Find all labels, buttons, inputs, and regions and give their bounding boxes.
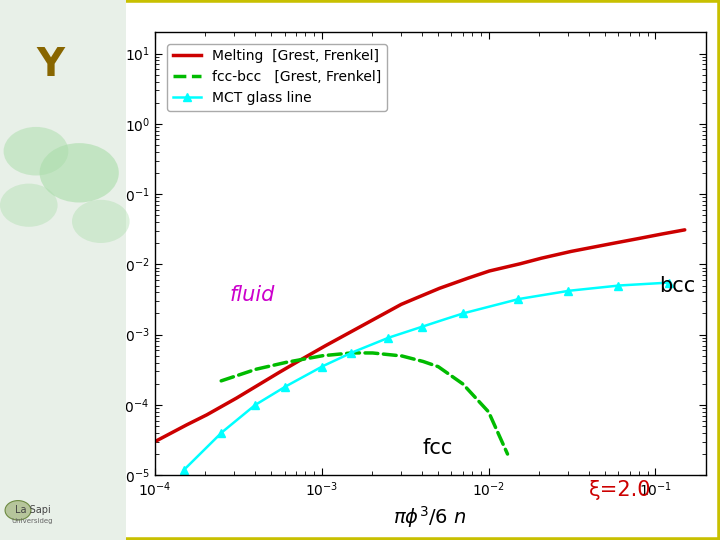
Y-axis label: $K_BT/A$: $K_BT/A$ [88,228,108,279]
MCT glass line [665,279,673,286]
fcc-bcc   [Grest, Frenkel] [217,377,225,384]
Text: fcc: fcc [422,438,452,458]
Text: Y: Y [37,46,64,84]
Line: MCT glass line: MCT glass line [180,279,672,474]
Melting  [Grest, Frenkel] [405,298,414,304]
MCT glass line [280,384,289,390]
Text: fluid: fluid [230,285,275,305]
MCT glass line [180,467,189,473]
Melting  [Grest, Frenkel] [466,274,474,281]
Melting  [Grest, Frenkel] [585,245,593,251]
MCT glass line [614,282,623,289]
X-axis label: $\pi\phi^3/6\ n$: $\pi\phi^3/6\ n$ [393,504,467,530]
Melting  [Grest, Frenkel] [667,229,676,235]
MCT glass line [384,335,392,341]
MCT glass line [418,323,426,330]
MCT glass line [564,288,572,294]
MCT glass line [217,430,225,436]
fcc-bcc   [Grest, Frenkel] [503,451,512,457]
Text: bcc: bcc [659,276,695,296]
MCT glass line [318,363,326,370]
Melting  [Grest, Frenkel] [680,227,689,233]
MCT glass line [347,350,356,356]
fcc-bcc   [Grest, Frenkel] [347,350,356,356]
fcc-bcc   [Grest, Frenkel] [452,376,461,383]
Text: La Sapi: La Sapi [14,505,50,515]
MCT glass line [513,296,522,302]
MCT glass line [251,402,260,408]
Melting  [Grest, Frenkel] [402,299,411,306]
fcc-bcc   [Grest, Frenkel] [497,437,505,443]
fcc-bcc   [Grest, Frenkel] [372,350,381,356]
fcc-bcc   [Grest, Frenkel] [354,350,362,356]
Line: Melting  [Grest, Frenkel]: Melting [Grest, Frenkel] [155,230,685,442]
Text: ξ=2.0: ξ=2.0 [589,481,652,501]
fcc-bcc   [Grest, Frenkel] [388,352,397,358]
Melting  [Grest, Frenkel] [437,285,446,291]
fcc-bcc   [Grest, Frenkel] [355,350,364,356]
Line: fcc-bcc   [Grest, Frenkel]: fcc-bcc [Grest, Frenkel] [221,353,508,454]
Melting  [Grest, Frenkel] [150,438,159,445]
Text: Universideg: Universideg [12,518,53,524]
Legend: Melting  [Grest, Frenkel], fcc-bcc   [Grest, Frenkel], MCT glass line: Melting [Grest, Frenkel], fcc-bcc [Grest… [167,44,387,111]
MCT glass line [459,310,467,317]
